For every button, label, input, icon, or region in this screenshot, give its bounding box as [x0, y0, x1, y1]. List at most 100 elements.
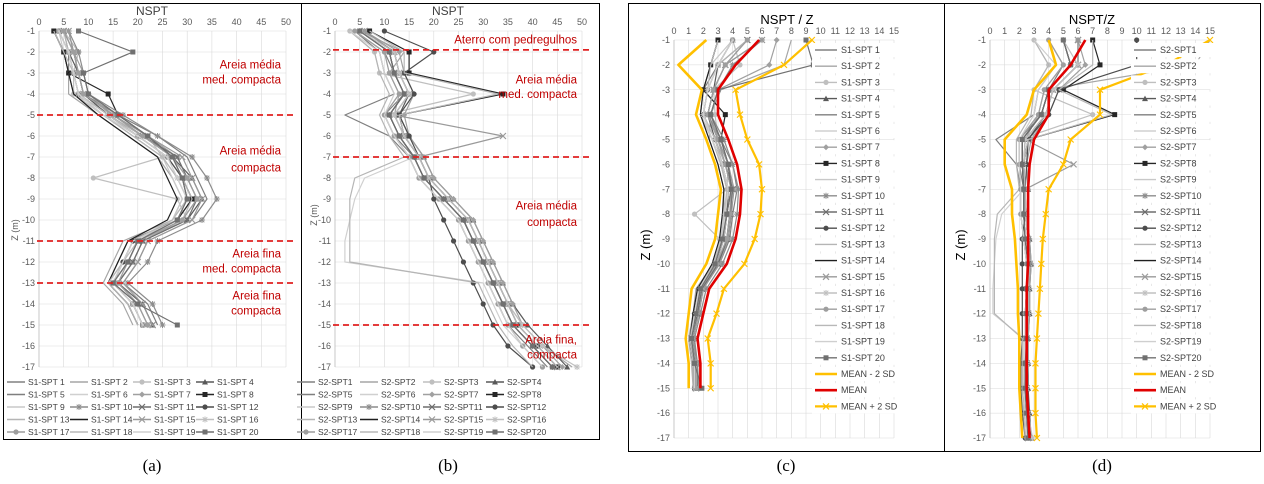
legend-label-s1-spt-12: S1-SPT 12	[217, 402, 259, 412]
series-s2-spt12-point	[1019, 286, 1025, 292]
panel-c-xtick: 1	[686, 26, 691, 36]
series-s1-spt-17-point	[724, 236, 730, 242]
legend-label-s1-spt-16: S1-SPT 16	[217, 415, 259, 425]
series-s1-spt-16-point	[712, 136, 719, 143]
legend-label-s2-spt19: S2-SPT19	[1160, 337, 1202, 347]
panel-d-ylabel: Z (m)	[953, 229, 968, 260]
legend-bg	[812, 91, 896, 106]
legend-label-s1-spt-14: S1-SPT 14	[91, 415, 133, 425]
legend-label-s2-spt17: S2-SPT17	[318, 427, 357, 437]
series-s2-spt8-point	[1060, 87, 1066, 93]
panel-a-ytick: -13	[22, 278, 35, 288]
panel-a-xtick: 45	[256, 17, 266, 27]
series-s1-spt-20-point	[692, 360, 698, 366]
series-mean-2-sd-point	[1032, 384, 1039, 392]
legend-label-s2-spt13: S2-SPT13	[1160, 239, 1202, 249]
series-mean-2-sd-point	[1045, 185, 1053, 193]
panel-d-ytick: -12	[973, 309, 986, 319]
legend-label-s2-spt16: S2-SPT16	[507, 415, 546, 425]
series-s1-spt-8-point	[722, 112, 728, 118]
legend-label-s1-spt-15: S1-SPT 15	[841, 272, 885, 282]
panel-b-ytick: -17	[318, 362, 331, 372]
series-s2-spt12-point	[450, 238, 457, 244]
legend-marker-s1-spt-10	[823, 192, 829, 199]
panel-c-xtick: 14	[874, 26, 884, 36]
series-mean-2-sd-point	[1033, 335, 1041, 342]
series-mean-2-sd-point	[1033, 434, 1041, 442]
panel-d-xtick: 10	[1132, 26, 1142, 36]
legend-marker-s2-spt11	[428, 403, 436, 411]
panel-b-xtick: 15	[404, 17, 414, 27]
series-s1-spt-10-point	[729, 236, 736, 242]
series-s1-spt-15-point	[198, 195, 206, 203]
panel-d-title: NSPT/Z	[1069, 12, 1115, 27]
legend-label-s2-spt10: S2-SPT10	[1160, 191, 1202, 201]
legend-marker-s2-spt8	[1142, 160, 1148, 166]
legend-label-s2-spt11: S2-SPT11	[1160, 207, 1201, 217]
panel-c-ytick: -9	[662, 234, 670, 244]
panel-c-ytick: -13	[657, 334, 670, 344]
series-s1-spt-14-line	[53, 30, 178, 326]
legend-marker-s1-spt-15	[138, 416, 146, 423]
series-s1-spt-10-point	[734, 211, 741, 218]
panel-c-xtick: 4	[730, 26, 735, 36]
legend-label-s2-spt19: S2-SPT19	[444, 427, 483, 437]
series-s2-spt16-point	[1029, 435, 1036, 441]
panel-a-ytick: -2	[27, 47, 35, 57]
panel-d-ytick: -11	[974, 284, 986, 294]
series-mean-line	[696, 39, 761, 389]
panel-a-ytick: -5	[27, 110, 35, 120]
series-s1-spt-20-point	[184, 196, 190, 202]
series-mean-2-sd-point	[707, 384, 715, 392]
series-s2-spt17-point	[396, 91, 402, 97]
series-s1-spt-20-point	[125, 259, 131, 265]
soil-region-label: med. compacta	[498, 89, 577, 101]
panel-a-xtick: 35	[207, 17, 217, 27]
series-mean-2-sd-point	[732, 86, 740, 94]
series-s2-spt20-point	[1038, 112, 1044, 118]
series-s1-spt-3-point	[712, 112, 718, 118]
series-s2-spt8-point	[500, 91, 506, 97]
panel-d-xtick: 2	[1017, 26, 1022, 36]
series-s2-spt18-line	[369, 30, 558, 368]
series-mean-2-sd-point	[755, 160, 763, 168]
series-s2-spt7-point	[480, 238, 487, 244]
series-s1-spt-15-point	[188, 216, 196, 224]
panel-d-ytick: -5	[978, 135, 986, 145]
series-s2-spt16-point	[1075, 61, 1081, 68]
series-s2-spt7-point	[509, 301, 516, 307]
legend-bg	[1131, 205, 1215, 219]
panel-b-ytick: -3	[323, 68, 331, 78]
legend-bg	[1131, 156, 1215, 171]
panel-a-ytick: -17	[22, 362, 35, 372]
panel-b-xtick: 45	[552, 17, 562, 27]
panel-b-ytick: -10	[318, 215, 331, 225]
legend-bg	[1131, 75, 1215, 90]
legend-marker-s2-spt7	[1142, 144, 1148, 151]
legend-label-s1-spt-11: S1-SPT 11	[154, 402, 195, 412]
legend-label-s1-spt-19: S1-SPT 19	[154, 427, 196, 437]
panel-d-ytick: -2	[978, 60, 986, 70]
panel-c-caption: (c)	[777, 456, 796, 475]
series-s1-spt-20-point	[76, 28, 82, 34]
legend-bg	[812, 334, 896, 349]
legend-marker-s1-spt-3	[139, 379, 145, 385]
panel-c-xtick: 11	[831, 26, 840, 36]
panel-a-xtick: 30	[182, 17, 192, 27]
series-s2-spt20-point	[1019, 161, 1025, 167]
legend-label-s2-spt12: S2-SPT12	[507, 402, 546, 412]
panel-b-xtick: 30	[478, 17, 488, 27]
series-s2-spt4-point	[564, 364, 571, 370]
series-s1-spt-19-line	[58, 30, 188, 326]
legend-marker-s2-spt16	[1142, 290, 1148, 296]
series-s1-spt-10-point	[159, 322, 166, 328]
series-s1-spt-20-point	[135, 301, 141, 307]
series-s2-spt8-point	[406, 49, 412, 55]
legend-label-s2-spt7: S2-SPT7	[1160, 142, 1197, 152]
series-mean-2-sd-point	[757, 210, 764, 218]
panel-c-frame	[628, 3, 945, 452]
soil-region-label: med. compacta	[202, 263, 281, 275]
series-mean-2-sd-point	[758, 185, 766, 193]
panel-d-ytick: -15	[973, 383, 986, 393]
series-s1-spt-10-point	[719, 260, 726, 267]
